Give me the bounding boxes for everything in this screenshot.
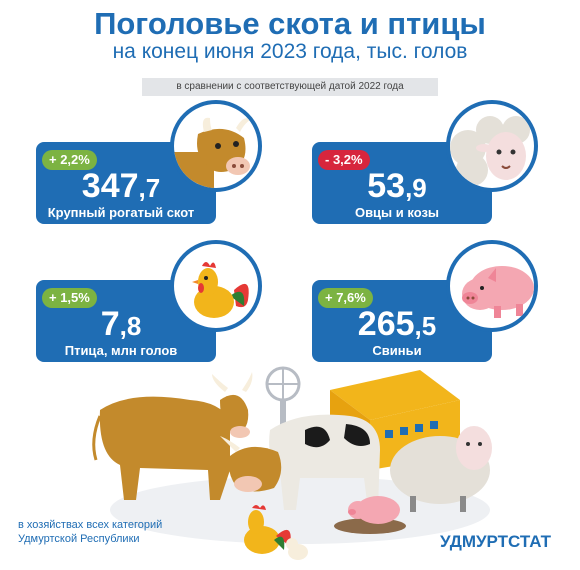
spotted-cow-icon <box>220 414 380 510</box>
value: 7,8 <box>100 305 142 343</box>
sheep-icon <box>446 100 538 192</box>
card-label: Свиньи <box>372 343 422 358</box>
card-sheep-goats: - 3,2% 53,9 Овцы и козы <box>312 142 492 224</box>
change-badge: - 3,2% <box>318 150 370 170</box>
pig-icon <box>334 496 406 534</box>
pig-icon <box>446 240 538 332</box>
sheep-icon <box>390 426 492 512</box>
card-label: Птица, млн голов <box>64 343 178 358</box>
page-subtitle: на конец июня 2023 года, тыс. голов <box>112 40 468 63</box>
value: 53,9 <box>367 167 427 205</box>
change-badge: + 2,2% <box>42 150 97 170</box>
cow-icon <box>92 372 253 500</box>
value: 265,5 <box>357 305 437 343</box>
change-badge: + 7,6% <box>318 288 373 308</box>
farm-scene-illustration <box>92 366 492 560</box>
brand-logo: УДМУРТСТАТ <box>440 532 552 551</box>
comparison-note: в сравнении с соответствующей датой 2022… <box>142 78 438 96</box>
rooster-icon <box>244 505 291 554</box>
card-label: Крупный рогатый скот <box>47 205 195 220</box>
rooster-icon <box>170 240 262 332</box>
chick-icon <box>286 538 308 560</box>
footnote: в хозяйствах всех категорий Удмуртской Р… <box>18 519 163 545</box>
value: 347,7 <box>81 167 161 205</box>
card-label: Овцы и козы <box>354 205 440 220</box>
change-badge: + 1,5% <box>42 288 97 308</box>
page-title: Поголовье скота и птицы <box>94 6 486 41</box>
cow-icon <box>170 100 262 192</box>
